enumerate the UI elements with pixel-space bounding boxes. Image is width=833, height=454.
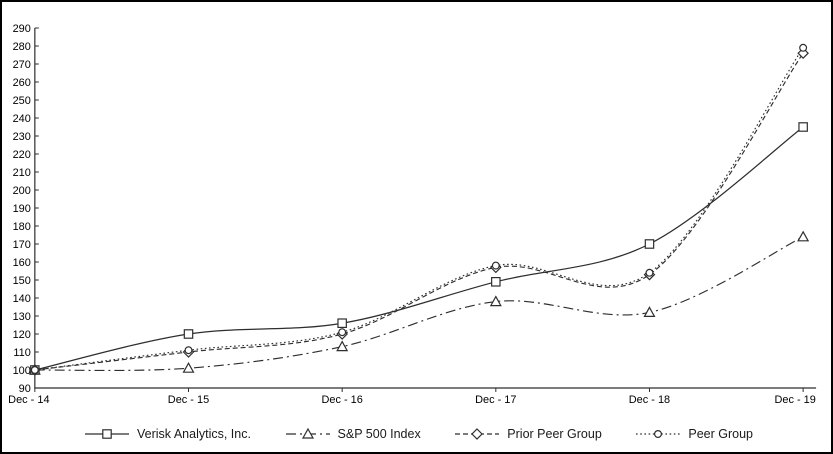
data-point-verisk-analytics-inc [491,277,501,287]
x-tick-label: Dec - 15 [168,394,209,406]
data-point-s-p-500-index [489,295,502,307]
axis-lines [34,28,817,389]
y-tick-label: 250 [13,95,31,107]
data-point-s-p-500-index [336,340,349,352]
legend-item-verisk-analytics-inc: Verisk Analytics, Inc. [84,427,251,441]
series-line-prior-peer-group [34,52,804,371]
data-point-peer-group [491,261,500,270]
data-point-verisk-analytics-inc [644,239,655,249]
y-tick-label: 170 [13,239,31,251]
y-tick-label: 180 [13,221,31,233]
y-tick-label: 280 [13,41,31,53]
x-tick-label: Dec - 19 [774,394,815,406]
y-tick-label: 270 [13,59,31,71]
data-point-s-p-500-index [182,361,195,373]
y-tick-label: 160 [13,257,31,269]
y-tick-label: 260 [13,77,31,89]
legend-item-prior-peer-group: Prior Peer Group [454,427,602,441]
data-point-verisk-analytics-inc [337,318,347,328]
y-tick-label: 210 [13,167,31,179]
y-tick-label: 120 [13,329,31,341]
legend-label: Verisk Analytics, Inc. [137,427,251,441]
y-tick-label: 240 [13,113,31,125]
y-tick-label: 150 [13,275,31,287]
chart-plot-area: 90 100 110 120 130 140 150 160 170 180 190 200 210 22… [8,23,817,406]
x-tick-label: Dec - 17 [475,394,516,406]
y-tick-label: 200 [13,185,31,197]
data-point-peer-group [338,328,347,337]
y-tick-label: 140 [13,293,31,305]
data-point-peer-group [30,366,39,375]
y-tick-label: 230 [13,131,31,143]
y-tick-label: 110 [13,347,30,359]
legend-label: Peer Group [688,427,753,441]
chart-legend: Verisk Analytics, Inc. S&P 500 Index Prior… [2,418,831,450]
legend-diamond-marker-icon [455,428,500,440]
y-tick-label: 100 [13,365,31,377]
series-line-peer-group [34,47,804,371]
y-tick-label: 190 [13,203,31,215]
y-tick-label: 290 [13,23,31,35]
data-point-peer-group [645,268,654,277]
legend-square-marker-icon [85,429,129,439]
data-point-s-p-500-index [797,230,810,242]
y-tick-label: 90 [19,383,31,395]
legend-label: S&P 500 Index [337,427,421,441]
x-tick-label: Dec - 18 [629,394,670,406]
x-tick-label: Dec - 16 [321,394,362,406]
legend-item-s-p-500-index: S&P 500 Index [285,427,421,441]
legend-circle-marker-icon [636,429,681,439]
x-tick-label: Dec - 14 [8,394,49,406]
legend-item-peer-group: Peer Group [635,427,753,441]
data-point-s-p-500-index [643,306,656,317]
data-point-peer-group [799,43,808,52]
data-point-peer-group [184,346,193,355]
data-point-verisk-analytics-inc [183,329,194,339]
y-tick-label: 130 [13,311,31,323]
legend-label: Prior Peer Group [507,427,602,441]
legend-triangle-marker-icon [285,427,330,439]
y-tick-label: 220 [13,149,31,161]
data-point-verisk-analytics-inc [798,122,808,132]
series-line-verisk-analytics-inc [34,126,804,371]
